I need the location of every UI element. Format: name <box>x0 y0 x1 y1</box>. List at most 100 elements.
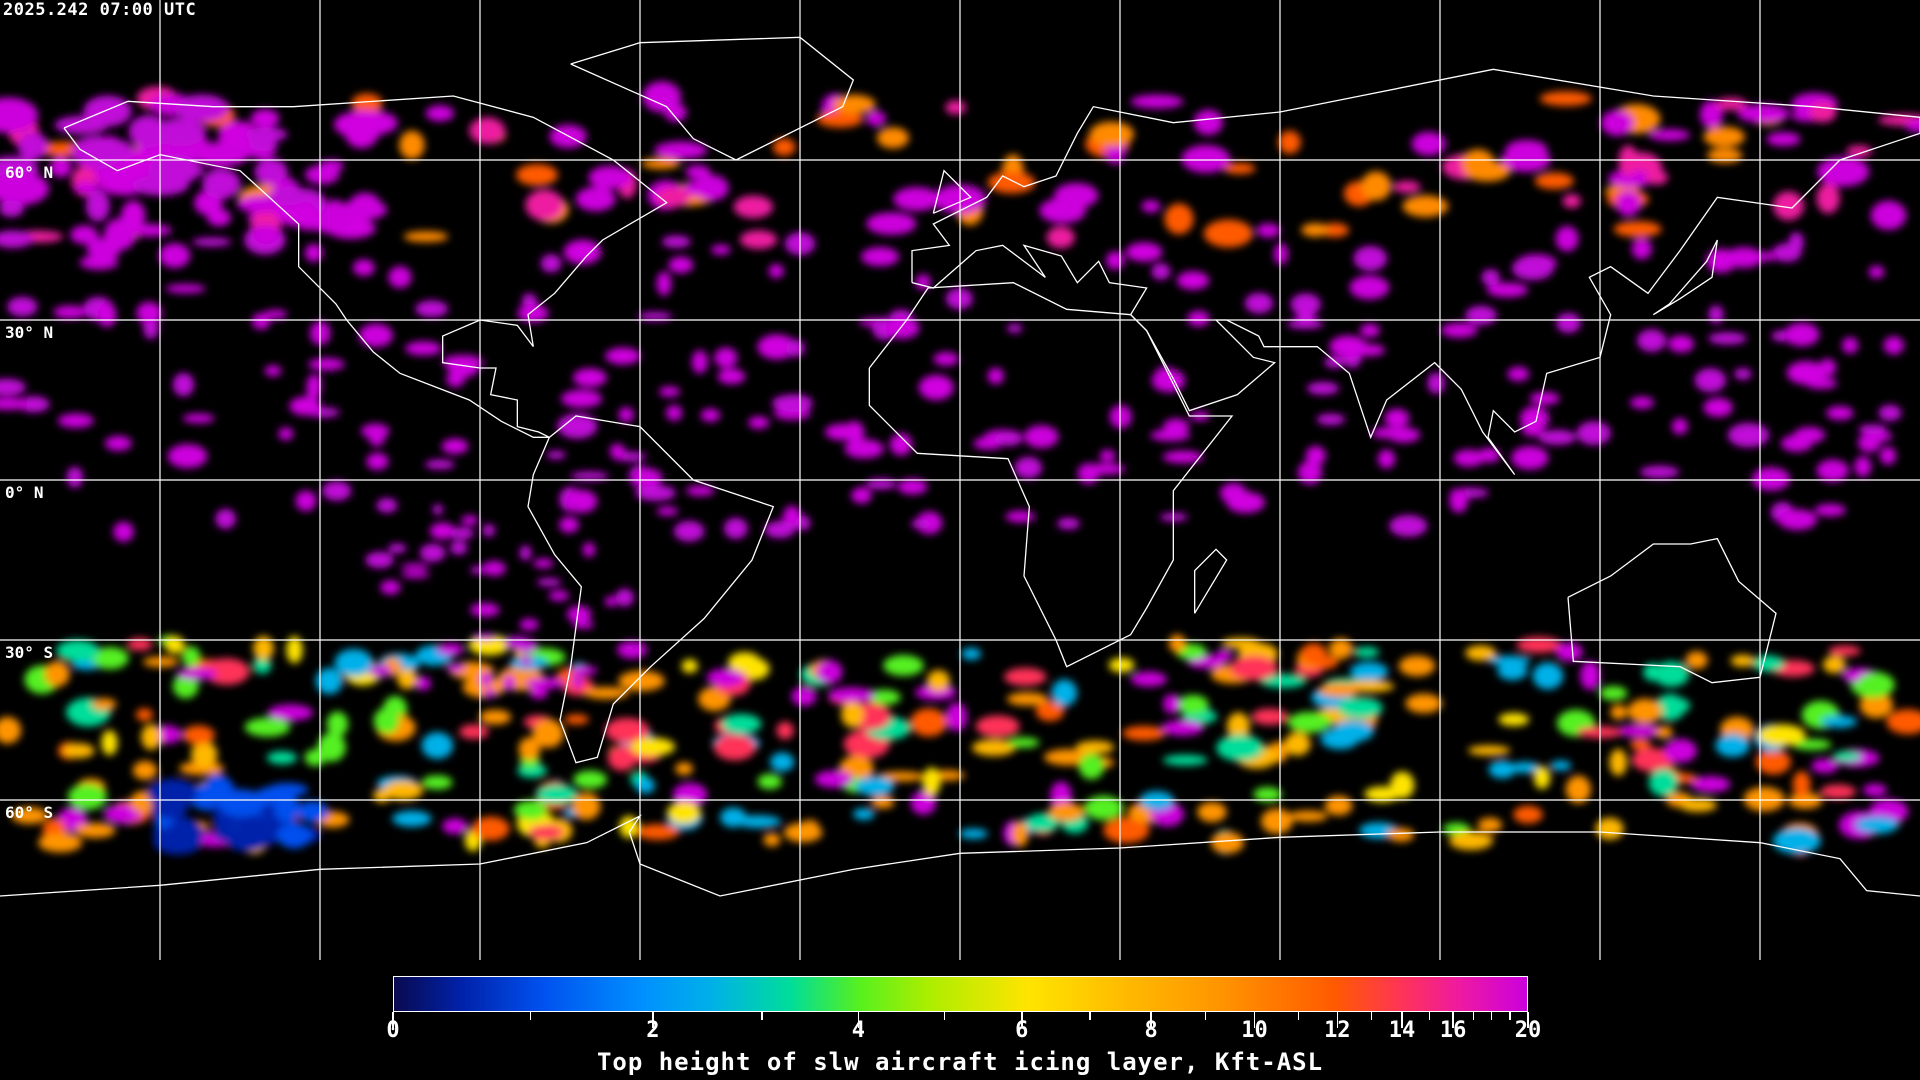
icing-patch <box>1653 661 1690 687</box>
icing-patch <box>865 478 897 490</box>
icing-patch <box>1024 425 1059 449</box>
icing-patch <box>1497 661 1528 681</box>
icing-patch <box>0 378 26 396</box>
icing-patch <box>1859 692 1893 719</box>
icing-patch <box>853 808 875 820</box>
icing-patch <box>1006 692 1049 706</box>
icing-patch <box>770 752 795 772</box>
lat-label-30n: 30° N <box>5 323 54 342</box>
icing-patch <box>366 452 389 470</box>
icing-patch <box>1253 787 1282 802</box>
icing-patch <box>1259 674 1307 688</box>
icing-patch <box>368 423 386 447</box>
icing-patch <box>483 688 497 698</box>
icing-patch <box>910 708 948 737</box>
icing-patch <box>971 739 1016 756</box>
icing-patch <box>1176 271 1210 290</box>
icing-patch <box>7 296 38 317</box>
icing-patch <box>1103 817 1150 844</box>
icing-patch <box>1083 795 1124 821</box>
icing-patch <box>866 212 917 235</box>
icing-patch <box>1108 657 1135 673</box>
icing-patch <box>1151 368 1186 393</box>
icing-patch <box>289 396 321 416</box>
icing-patch <box>1516 636 1562 653</box>
icing-patch <box>254 224 279 245</box>
icing-patch <box>918 374 954 401</box>
icing-patch <box>1809 102 1837 123</box>
icing-patch <box>352 259 375 276</box>
icing-patch <box>141 724 162 750</box>
icing-patch <box>0 716 22 744</box>
icing-patch <box>1529 392 1560 405</box>
icing-patch <box>392 810 432 827</box>
minor-tick <box>1428 1012 1430 1020</box>
icing-patch <box>1510 761 1540 774</box>
icing-patch <box>933 352 959 366</box>
icing-patch <box>1730 654 1755 667</box>
icing-patch <box>851 487 872 504</box>
icing-patch <box>571 674 583 689</box>
icing-patch <box>373 788 392 803</box>
icing-patch <box>1122 725 1166 741</box>
icing-patch <box>1668 335 1694 353</box>
icing-patch <box>56 639 100 662</box>
icing-patch <box>1223 162 1256 175</box>
colorbar-tick-label: 20 <box>1514 1018 1542 1043</box>
icing-patch <box>945 100 966 115</box>
coastline <box>63 95 668 438</box>
icing-patch <box>1613 221 1662 238</box>
icing-patch <box>1286 319 1324 329</box>
icing-patch <box>1389 515 1428 537</box>
icing-patch <box>404 341 442 356</box>
icing-patch <box>1402 195 1449 218</box>
icing-patch <box>446 663 465 673</box>
icing-patch <box>203 658 250 685</box>
icing-patch <box>104 435 132 451</box>
icing-patch <box>182 413 215 424</box>
icing-patch <box>673 520 705 542</box>
icing-patch <box>524 677 565 689</box>
icing-patch <box>1507 366 1530 382</box>
icing-patch <box>1306 381 1340 395</box>
icing-patch <box>877 771 925 782</box>
icing-patch <box>400 563 430 570</box>
icing-patch <box>1193 109 1223 136</box>
icing-patch <box>994 432 1023 446</box>
icing-patch <box>1427 372 1445 394</box>
colorbar-tick-label: 0 <box>386 1018 400 1043</box>
icing-patch <box>1329 638 1353 660</box>
icing-patch <box>748 416 770 429</box>
icing-patch <box>685 165 711 179</box>
icing-patch <box>1639 465 1680 479</box>
icing-patch <box>1616 724 1665 738</box>
icing-patch <box>659 386 680 397</box>
icing-patch <box>70 225 99 245</box>
icing-patch <box>814 770 853 788</box>
icing-patch <box>1004 667 1047 686</box>
icing-patch <box>1828 645 1861 657</box>
icing-patch <box>334 111 388 139</box>
icing-patch <box>517 304 549 323</box>
icing-patch <box>0 230 34 249</box>
icing-patch <box>1599 686 1628 701</box>
icing-patch <box>571 792 601 820</box>
icing-patch <box>915 684 957 701</box>
icing-patch <box>432 504 444 516</box>
icing-patch <box>1320 223 1350 238</box>
icing-patch <box>641 158 681 169</box>
icing-patch <box>656 271 672 296</box>
coastline <box>911 68 1920 476</box>
icing-patch <box>1151 263 1171 280</box>
icing-patch <box>1788 792 1823 809</box>
icing-patch <box>1854 456 1872 477</box>
icing-patch <box>763 833 781 847</box>
icing-patch <box>277 823 312 849</box>
icing-patch <box>437 643 464 656</box>
coastline <box>570 36 855 161</box>
icing-patch <box>1832 750 1862 762</box>
minor-tick <box>1089 1012 1091 1020</box>
icing-patch <box>582 542 596 558</box>
major-tick <box>1253 1012 1256 1028</box>
icing-patch <box>1826 406 1854 420</box>
